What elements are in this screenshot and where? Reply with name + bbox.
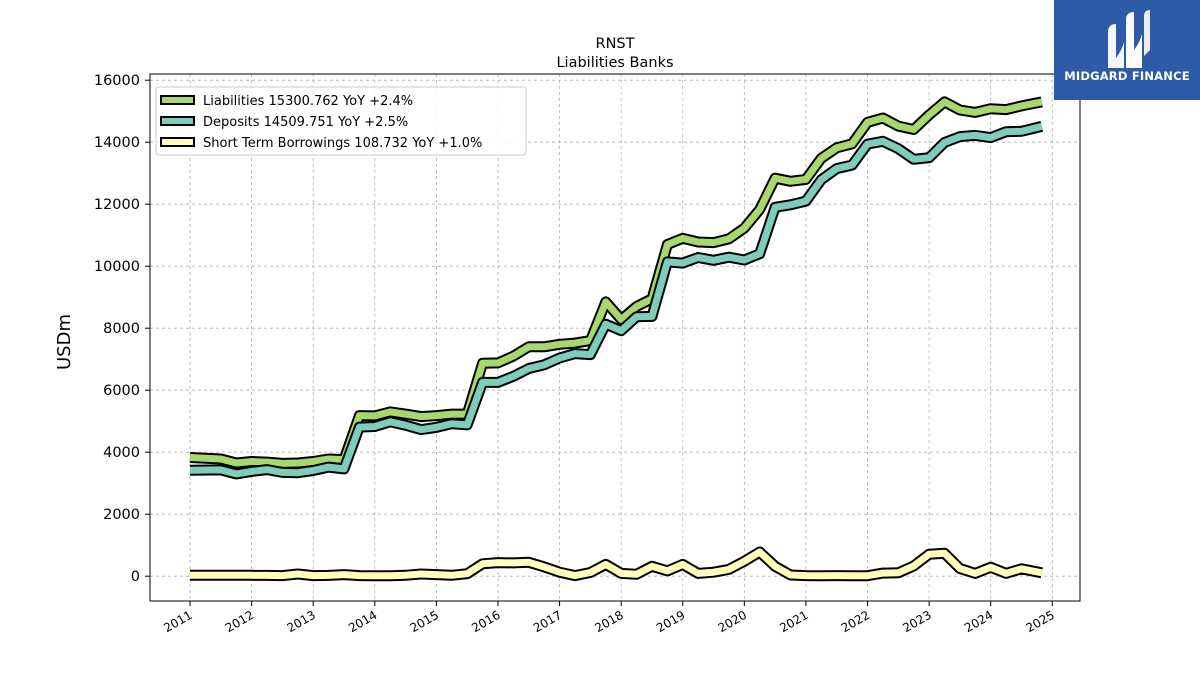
x-tick-label: 2011 [161,608,194,635]
midgard-logo-icon [1108,10,1150,68]
x-tick-label: 2013 [284,608,317,635]
x-tick-label: 2019 [654,608,687,635]
y-tick-label: 14000 [94,135,140,151]
y-tick-label: 2000 [103,507,140,523]
legend-label: Short Term Borrowings 108.732 YoY +1.0% [203,136,482,151]
brand-logo: MIDGARD FINANCE [1054,0,1200,100]
y-tick-label: 4000 [103,445,140,461]
x-tick-label: 2020 [716,608,749,635]
legend-label: Liabilities 15300.762 YoY +2.4% [203,94,413,109]
legend-swatch [160,137,195,147]
chart-subtitle: Liabilities Banks [556,55,673,71]
chart-title: RNST [596,36,635,52]
x-tick-label: 2017 [531,608,564,635]
series-lines [189,96,1044,582]
y-tick-label: 8000 [103,321,140,337]
y-axis-label: USDm [54,314,75,370]
legend-box [155,86,527,156]
y-tick-label: 10000 [94,259,140,275]
series-outline-deposits [189,121,1044,480]
x-tick-label: 2014 [346,608,379,635]
x-tick-label: 2022 [839,608,872,635]
y-tick-label: 12000 [94,197,140,213]
legend: Liabilities 15300.762 YoY +2.4% Deposits … [155,86,527,156]
x-tick-label: 2018 [592,608,625,635]
x-tick-label: 2023 [900,608,933,635]
series-line-short-term-borrowings [190,548,1043,580]
series-line-deposits [189,122,1043,478]
x-tick-label: 2024 [962,608,995,635]
legend-swatch [160,116,195,126]
x-tick-label: 2025 [1024,608,1057,635]
y-tick-label: 6000 [103,383,140,399]
plot-area-frame [149,73,1081,602]
x-tick-label: 2016 [469,608,502,635]
grid [150,74,1080,601]
y-tick-label: 0 [131,569,140,585]
y-tick-label: 16000 [94,73,140,89]
x-tick-label: 2015 [408,608,441,635]
brand-name: MIDGARD FINANCE [1064,69,1190,83]
x-tick-label: 2021 [777,608,810,635]
x-tick-label: 2012 [223,608,256,635]
legend-label: Deposits 14509.751 YoY +2.5% [203,115,408,130]
legend-swatch [160,95,195,105]
